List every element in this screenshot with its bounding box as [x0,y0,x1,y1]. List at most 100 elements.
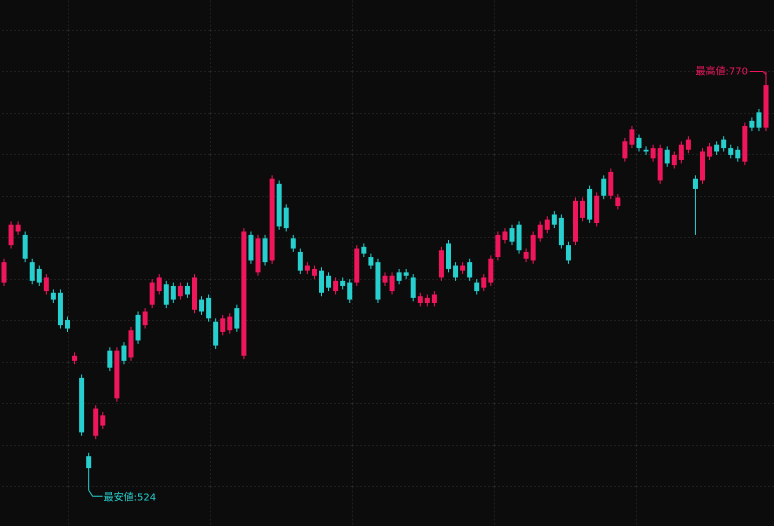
candle-body [530,234,536,261]
candle-body [622,141,628,159]
candle-body [170,285,176,300]
candle-body [763,85,769,128]
candle-body [636,137,642,149]
candle-body [15,224,21,232]
candle-body [523,251,529,259]
candle-body [283,207,289,229]
candle-body [403,272,409,276]
candle-body [509,228,515,242]
candle-body [241,231,247,356]
candle-body [199,299,205,312]
candle-body [163,284,169,305]
candle-body [382,275,388,283]
candle-body [29,262,35,281]
candle-body [608,171,614,196]
candle-body [206,297,212,319]
candle-body [65,320,70,329]
candle-body [664,149,670,164]
candle-body [580,200,586,218]
candle-body [368,257,374,266]
high-annotation: 最高値:770 [696,64,748,77]
candle-body [516,224,522,251]
candle-body [36,268,42,283]
candle-body [537,224,543,239]
candle-body [410,277,416,298]
candle-body [220,318,226,332]
candle-body [149,282,155,305]
candle-body [707,146,713,157]
candle-body [234,308,240,329]
candle-body [72,355,78,361]
candle-body [551,214,557,225]
candle-body [389,275,395,292]
candle-body [573,200,578,242]
candle-body [128,330,134,358]
candle-body [177,285,183,297]
candle-body [340,280,346,286]
candle-body [431,294,437,304]
candle-body [361,246,367,254]
candle-body [700,151,705,181]
candle-body [749,120,755,128]
candle-body [714,144,720,152]
candle-body [438,250,444,278]
candle-body [255,238,261,273]
candle-body [474,282,480,292]
candle-body [1,262,7,283]
candle-body [742,125,748,162]
high-pointer [750,70,767,75]
candle-body [629,129,635,145]
candle-body [650,148,656,159]
candle-body [502,231,508,241]
candle-body [114,350,120,399]
candle-body [453,265,459,278]
candle-body [276,183,282,227]
candle-body [615,197,621,206]
low-annotation: 最安値:524 [104,490,156,503]
candle-body [333,280,339,292]
candle-body [692,178,698,189]
candle-body [354,248,360,283]
candle-body [142,311,148,326]
candle-body [326,275,332,288]
candle-body [735,149,741,159]
candle-body [311,268,317,276]
candle-body [396,272,402,281]
candle-body [86,456,92,469]
candle-body [100,415,106,426]
candle-body [424,297,430,304]
candle-body [262,238,268,263]
candle-body [446,243,451,269]
candle-body [290,238,296,249]
candle-body [375,262,381,300]
candle-body [121,345,127,361]
candle-body [50,292,56,300]
candle-body [269,178,275,261]
candle-body [248,234,254,261]
candle-body [135,314,141,341]
candle-body [565,245,571,261]
candle-body [8,224,14,246]
candle-body [79,377,85,433]
candle-body [643,149,649,152]
candle-body [558,217,564,246]
candle-body [685,139,691,150]
candle-body [657,148,663,181]
candle-body [347,282,353,300]
candle-body [481,277,487,288]
candle-body [756,112,762,128]
candle-body [227,316,233,331]
candle-body [601,178,607,196]
candle-body [587,188,593,220]
candle-body [678,144,684,161]
low-pointer [88,489,103,497]
candle-body [213,321,219,346]
candle-body [495,234,501,258]
candle-body [728,148,734,155]
candle-body [22,234,28,259]
candle-body [319,270,324,293]
candle-body [544,219,550,230]
candle-body [671,154,677,166]
